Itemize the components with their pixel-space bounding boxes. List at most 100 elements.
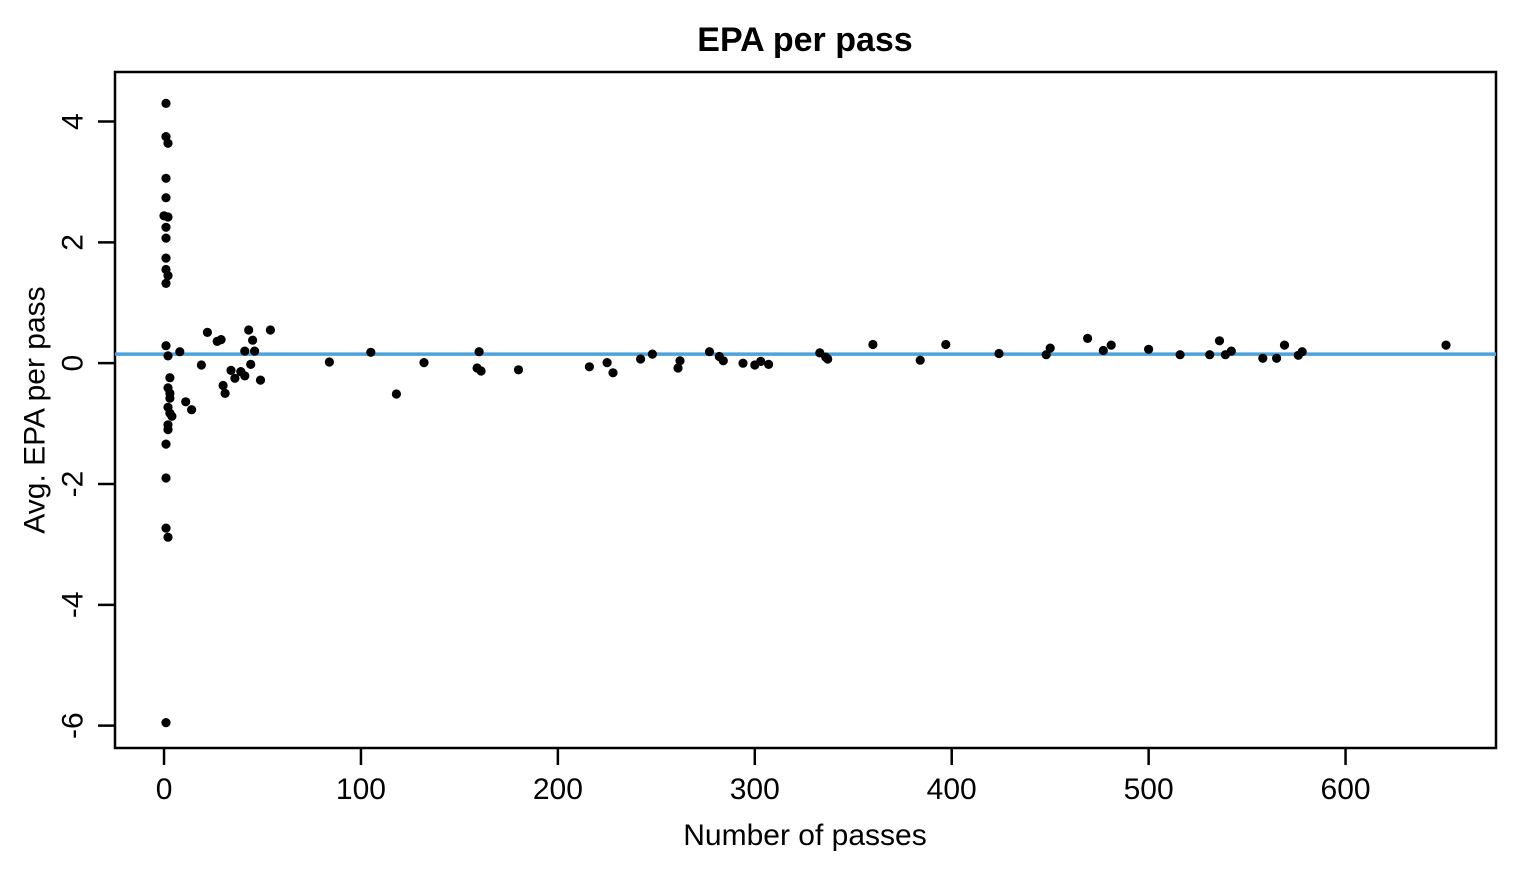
data-point: [1279, 340, 1290, 350]
data-point: [181, 397, 191, 407]
x-tick-label: 100: [336, 773, 386, 806]
y-tick-label: -4: [57, 591, 90, 618]
y-axis: -6 -4 -2 0 2 4: [57, 113, 115, 739]
data-point: [161, 439, 171, 449]
data-point: [673, 363, 683, 373]
data-point: [250, 346, 260, 356]
data-point: [163, 351, 173, 361]
data-point: [246, 359, 256, 369]
data-point: [366, 347, 376, 357]
data-point: [161, 233, 171, 243]
data-point: [220, 388, 230, 398]
data-point: [163, 532, 173, 542]
data-point: [915, 355, 925, 365]
x-tick-label: 600: [1321, 773, 1371, 806]
data-point: [324, 357, 334, 367]
data-point: [1041, 350, 1051, 360]
data-point: [474, 347, 484, 357]
data-point: [994, 348, 1004, 359]
y-tick-label: -6: [57, 712, 90, 739]
data-point: [167, 411, 177, 421]
data-point: [161, 473, 171, 483]
data-point: [647, 349, 658, 359]
data-point: [161, 341, 171, 351]
data-point: [1144, 344, 1154, 354]
data-point: [161, 253, 171, 263]
data-point: [868, 339, 878, 350]
data-point: [419, 358, 429, 368]
data-point: [161, 173, 171, 183]
data-point: [163, 425, 173, 435]
data-point: [218, 380, 228, 391]
data-point: [255, 375, 266, 385]
data-point: [738, 358, 748, 368]
data-point: [608, 368, 618, 378]
data-point: [216, 335, 226, 345]
data-point: [196, 360, 206, 370]
data-point: [756, 356, 766, 366]
data-point: [265, 325, 275, 335]
data-point: [161, 222, 171, 232]
data-point: [163, 138, 173, 148]
data-point: [1045, 343, 1055, 353]
y-tick-label: 4: [57, 113, 90, 130]
data-point: [187, 405, 197, 415]
data-point: [248, 335, 258, 345]
data-point: [602, 358, 612, 368]
data-point: [163, 212, 173, 222]
data-point: [240, 371, 250, 381]
data-point: [1205, 350, 1215, 360]
data-point: [1098, 345, 1108, 356]
data-point: [161, 278, 171, 288]
data-point: [718, 356, 728, 366]
y-tick-label: 0: [57, 355, 90, 372]
data-point: [175, 347, 185, 357]
data-point: [1226, 346, 1236, 356]
x-tick-label: 400: [927, 773, 977, 806]
data-point: [675, 356, 685, 366]
y-axis-label: Avg. EPA per pass: [19, 286, 52, 533]
data-point: [704, 347, 715, 357]
data-point: [476, 366, 486, 376]
data-point: [161, 98, 171, 108]
y-tick-label: -2: [57, 471, 90, 498]
data-point: [1175, 350, 1185, 360]
plot-box: [113, 70, 1498, 750]
data-point: [1441, 340, 1451, 350]
data-point: [230, 373, 240, 383]
data-point: [1297, 347, 1307, 357]
x-axis-label: Number of passes: [683, 819, 926, 852]
scatter-points: [159, 98, 1451, 728]
data-point: [941, 339, 951, 350]
data-point: [823, 354, 833, 364]
data-point: [226, 365, 236, 375]
x-tick-label: 500: [1124, 773, 1174, 806]
x-tick-label: 0: [156, 773, 173, 806]
chart-title: EPA per pass: [697, 21, 912, 59]
data-point: [202, 327, 212, 337]
data-point: [165, 393, 175, 403]
x-tick-label: 300: [730, 773, 780, 806]
data-point: [161, 193, 171, 203]
data-point: [1272, 353, 1282, 363]
data-point: [163, 271, 173, 281]
data-point: [636, 354, 646, 364]
y-tick-label: 2: [57, 234, 90, 251]
data-point: [764, 359, 774, 369]
data-point: [513, 365, 524, 375]
data-point: [161, 718, 171, 728]
data-point: [244, 325, 254, 335]
data-point: [161, 523, 171, 533]
data-point: [1083, 333, 1093, 343]
x-axis: 0 100 200 300 400 500 600: [156, 748, 1371, 806]
data-point: [1214, 336, 1225, 346]
data-point: [584, 362, 595, 372]
data-point: [1258, 353, 1268, 363]
data-point: [165, 373, 175, 383]
x-tick-label: 200: [533, 773, 583, 806]
data-point: [1106, 340, 1116, 350]
data-point: [240, 346, 250, 356]
data-point: [391, 389, 401, 399]
